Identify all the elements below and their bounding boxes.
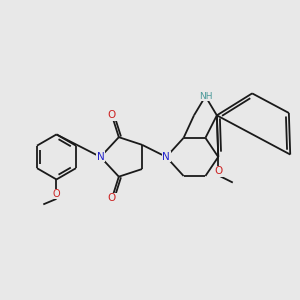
Text: N: N <box>97 152 104 162</box>
Text: O: O <box>215 167 223 176</box>
Text: O: O <box>108 110 116 120</box>
Text: O: O <box>108 194 116 203</box>
Text: NH: NH <box>199 92 212 101</box>
Text: O: O <box>53 189 60 199</box>
Text: N: N <box>162 152 170 162</box>
